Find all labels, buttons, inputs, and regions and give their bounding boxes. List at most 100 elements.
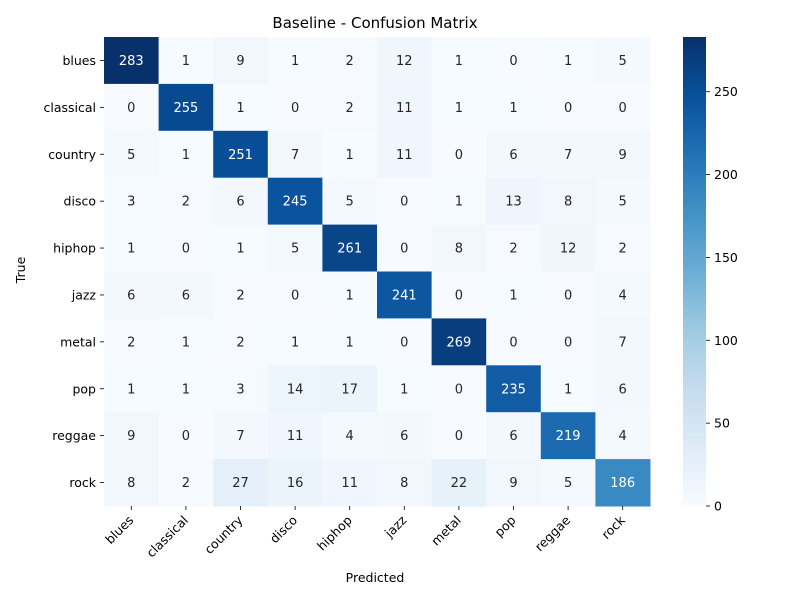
heatmap-cell-classical-metal xyxy=(431,83,487,132)
cell-value-label: 5 xyxy=(127,148,135,163)
cell-value-label: 261 xyxy=(337,242,362,257)
cell-value-label: 11 xyxy=(396,101,413,116)
y-tick-label-classical: classical xyxy=(43,100,96,115)
heatmap-cell-metal-pop xyxy=(486,318,542,366)
cell-value-label: 0 xyxy=(455,148,463,163)
cell-value-label: 1 xyxy=(455,101,463,116)
heatmap-cell-hiphop-pop xyxy=(486,224,542,272)
heatmap-cell-reggae-jazz xyxy=(377,412,433,460)
cell-value-label: 0 xyxy=(455,429,463,444)
cell-value-label: 2 xyxy=(346,54,354,69)
cell-value-label: 283 xyxy=(119,54,144,69)
heatmap-cell-pop-pop xyxy=(486,365,542,413)
cell-value-label: 0 xyxy=(564,101,572,116)
cell-value-label: 0 xyxy=(182,242,190,257)
heatmap-cell-jazz-rock xyxy=(595,271,651,319)
cell-value-label: 3 xyxy=(127,195,135,210)
heatmap-cell-jazz-blues xyxy=(104,271,160,319)
cell-value-label: 1 xyxy=(291,335,299,350)
heatmap-cell-jazz-jazz xyxy=(377,271,433,319)
y-tick-label-reggae: reggae xyxy=(52,428,96,443)
cell-value-label: 9 xyxy=(236,54,244,69)
colorbar-tick-label: 150 xyxy=(714,250,738,265)
heatmap-cell-metal-classical xyxy=(158,318,214,366)
heatmap-cell-country-hiphop xyxy=(322,130,378,179)
x-tick-label-pop: pop xyxy=(491,512,518,539)
heatmap-cell-metal-rock xyxy=(595,318,651,366)
heatmap-cell-blues-country xyxy=(213,37,269,85)
heatmap-cell-rock-blues xyxy=(104,459,160,507)
cell-value-label: 251 xyxy=(228,148,253,163)
heatmap-cell-disco-reggae xyxy=(540,177,596,226)
chart-title: Baseline - Confusion Matrix xyxy=(272,14,477,32)
heatmap-cell-classical-hiphop xyxy=(322,83,378,132)
x-axis-label: Predicted xyxy=(346,570,405,585)
x-tick-label-rock: rock xyxy=(598,512,628,542)
colorbar-tick-label: 250 xyxy=(714,84,738,99)
heatmap-cell-blues-jazz xyxy=(377,37,433,85)
heatmap-cell-disco-blues xyxy=(104,177,160,226)
heatmap-cell-country-rock xyxy=(595,130,651,179)
cell-value-label: 7 xyxy=(236,429,244,444)
cell-value-label: 13 xyxy=(505,195,522,210)
cell-value-label: 5 xyxy=(346,195,354,210)
cell-value-label: 1 xyxy=(400,382,408,397)
heatmap-cell-pop-classical xyxy=(158,365,214,413)
colorbar-tick-label: 0 xyxy=(714,499,722,514)
heatmap-cell-rock-hiphop xyxy=(322,459,378,507)
heatmap-cell-reggae-reggae xyxy=(540,412,596,460)
cell-value-label: 0 xyxy=(400,335,408,350)
heatmap-cell-blues-classical xyxy=(158,37,214,85)
heatmap-cell-jazz-country xyxy=(213,271,269,319)
x-tick-label-classical: classical xyxy=(143,513,191,561)
heatmap-cell-classical-rock xyxy=(595,83,651,132)
cell-value-label: 7 xyxy=(619,335,627,350)
heatmap-cell-classical-pop xyxy=(486,83,542,132)
cell-value-label: 1 xyxy=(182,382,190,397)
heatmap-cell-jazz-disco xyxy=(267,271,323,319)
heatmap-cell-pop-disco xyxy=(267,365,323,413)
heatmap-cell-reggae-hiphop xyxy=(322,412,378,460)
cell-value-label: 7 xyxy=(564,148,572,163)
cell-value-label: 0 xyxy=(564,335,572,350)
x-tick-label-blues: blues xyxy=(102,513,136,547)
heatmap-cell-blues-pop xyxy=(486,37,542,85)
cell-value-label: 269 xyxy=(446,335,471,350)
cell-value-label: 11 xyxy=(287,429,304,444)
heatmap-cell-rock-jazz xyxy=(377,459,433,507)
x-tick-label-reggae: reggae xyxy=(532,512,574,554)
y-tick-label-pop: pop xyxy=(72,381,96,396)
heatmap-cells: 283 1 9 1 2 12 1 0 1 50 255 1 0 2 11 1 1 0 05 1 251 7 1 11 0 6 7 93… xyxy=(104,37,651,507)
heatmap-cell-classical-reggae xyxy=(540,83,596,132)
heatmap-cell-disco-country xyxy=(213,177,269,226)
cell-value-label: 8 xyxy=(455,242,463,257)
heatmap-cell-metal-reggae xyxy=(540,318,596,366)
cell-value-label: 11 xyxy=(396,148,413,163)
heatmap-cell-country-country xyxy=(213,130,269,179)
heatmap-cell-jazz-hiphop xyxy=(322,271,378,319)
cell-value-label: 1 xyxy=(509,288,517,303)
cell-value-label: 0 xyxy=(455,382,463,397)
x-tick-label-jazz: jazz xyxy=(381,512,410,541)
heatmap-cell-reggae-blues xyxy=(104,412,160,460)
cell-value-label: 1 xyxy=(564,382,572,397)
heatmap-cell-reggae-metal xyxy=(431,412,487,460)
heatmap-cell-classical-disco xyxy=(267,83,323,132)
heatmap-cell-country-reggae xyxy=(540,130,596,179)
y-axis-ticks: blues classical country disco hiphop jazz meta… xyxy=(43,53,104,490)
heatmap-cell-classical-country xyxy=(213,83,269,132)
cell-value-label: 4 xyxy=(619,429,627,444)
heatmap-cell-rock-country xyxy=(213,459,269,507)
cell-value-label: 4 xyxy=(619,288,627,303)
cell-value-label: 6 xyxy=(236,195,244,210)
heatmap-cell-reggae-pop xyxy=(486,412,542,460)
heatmap-cell-country-metal xyxy=(431,130,487,179)
heatmap-cell-disco-classical xyxy=(158,177,214,226)
heatmap-cell-metal-disco xyxy=(267,318,323,366)
heatmap-cell-pop-country xyxy=(213,365,269,413)
y-axis-label: True xyxy=(13,256,28,284)
cell-value-label: 14 xyxy=(287,382,304,397)
cell-value-label: 6 xyxy=(182,288,190,303)
cell-value-label: 1 xyxy=(455,195,463,210)
colorbar-gradient xyxy=(683,37,706,506)
